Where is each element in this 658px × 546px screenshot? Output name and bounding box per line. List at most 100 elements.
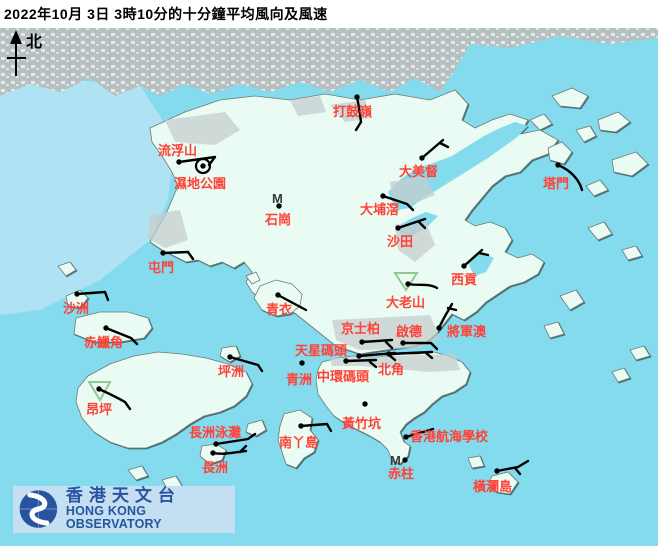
station-chek-lap-kok: 赤鱲角	[84, 325, 139, 350]
wind-barb	[381, 194, 415, 212]
station-dot	[402, 457, 408, 463]
station-dot	[555, 162, 561, 168]
island-tsing-yi	[253, 279, 303, 317]
wind-barb	[97, 387, 132, 411]
island-kat-o	[597, 111, 631, 133]
station-tuen-mun: 屯門	[148, 250, 195, 275]
station-dot	[494, 468, 500, 474]
island-beaufort	[467, 455, 485, 469]
station-dot	[276, 203, 282, 209]
station-label: 京士柏	[341, 321, 380, 336]
station-sai-kung: 西貢	[451, 248, 490, 287]
station-tates-cairn: 大老山	[386, 272, 439, 310]
wind-barb	[387, 350, 434, 360]
variable-wind-triangle	[393, 272, 419, 292]
wind-barb	[404, 427, 435, 439]
station-label: 大美督	[399, 164, 438, 179]
island-crooked	[551, 87, 589, 109]
station-label: 濕地公園	[174, 176, 226, 191]
station-cheung-chau-beach: 長洲泳灘	[189, 425, 257, 447]
island-ninepin-s	[611, 367, 631, 383]
calm-wind-circle	[194, 157, 212, 175]
station-label: 石崗	[264, 212, 291, 227]
station-label: 昂坪	[86, 402, 112, 417]
station-label: 橫瀾島	[473, 479, 512, 494]
island-shelter	[587, 221, 613, 241]
station-label: 大老山	[386, 295, 425, 310]
map-title: 2022年10月 3日 3時10分的十分鐘平均風向及風速	[4, 6, 328, 22]
station-label: 打鼓嶺	[333, 104, 372, 119]
island-tap-mun	[547, 141, 573, 165]
station-cheung-chau: 長洲	[202, 444, 248, 475]
wind-barb	[104, 326, 139, 346]
hko-name-english: HONG KONG OBSERVATORY	[65, 504, 162, 532]
station-lamma-island: 南丫島	[279, 422, 333, 450]
island-jin	[559, 289, 585, 311]
hko-logo-icon	[19, 490, 58, 528]
station-label: 青洲	[286, 372, 312, 387]
station-dot	[227, 354, 233, 360]
deep-bay-water	[0, 75, 175, 315]
station-label: 香港航海學校	[409, 429, 489, 444]
station-label: 南丫島	[279, 435, 318, 450]
station-label: 青衣	[266, 302, 292, 317]
station-ta-kwu-ling: 打鼓嶺	[333, 94, 372, 132]
station-dot	[74, 291, 80, 297]
island-shek-kwu-chau	[127, 465, 149, 481]
station-tai-po-kau: 大埔滘	[360, 193, 415, 217]
island-ninepin-n	[629, 345, 651, 361]
station-label: 將軍澳	[447, 324, 487, 339]
island-bluff	[543, 321, 565, 339]
station-dot	[103, 325, 109, 331]
wind-barb	[495, 459, 530, 476]
station-label: 黃竹坑	[341, 416, 381, 431]
station-label: 流浮山	[158, 143, 197, 158]
station-dot	[419, 155, 425, 161]
station-sha-chau: 沙洲	[63, 290, 110, 316]
wind-barb	[299, 422, 333, 433]
wind-barb	[401, 341, 439, 351]
hko-logo-banner: 香港天文台 HONG KONG OBSERVATORY	[13, 486, 235, 533]
station-green-island: 青洲	[286, 360, 312, 387]
wind-barb	[75, 290, 110, 302]
island-north-tolo	[529, 113, 553, 131]
station-north-point: 北角	[378, 350, 434, 377]
station-label: 大埔滘	[360, 202, 399, 217]
station-wong-chuk-hang: 黃竹坑	[341, 401, 381, 431]
station-dot	[160, 250, 166, 256]
station-shek-kong: M 石崗	[264, 191, 291, 227]
station-label: 沙田	[387, 234, 413, 249]
station-tsing-yi: 青衣	[266, 292, 308, 317]
station-label: 屯門	[148, 260, 174, 275]
hko-name-chinese: 香港天文台	[65, 486, 181, 506]
wind-barb	[360, 338, 394, 350]
title-bar: 2022年10月 3日 3時10分的十分鐘平均風向及風速	[0, 0, 658, 28]
station-dot	[403, 434, 409, 440]
island-grass	[575, 125, 597, 143]
station-dot	[210, 450, 216, 456]
wind-barb	[228, 355, 264, 373]
station-waglan-island: 橫瀾島	[473, 459, 530, 494]
wind-barb	[344, 358, 378, 369]
island-ping-chau	[611, 151, 649, 177]
station-label: 長洲泳灘	[189, 425, 241, 440]
station-label: 沙洲	[63, 301, 89, 316]
station-sha-tin: 沙田	[387, 217, 427, 249]
station-wetland-park: 濕地公園	[174, 157, 226, 191]
station-dot	[400, 340, 406, 346]
station-label: 北角	[378, 362, 404, 377]
station-dot	[359, 339, 365, 345]
station-tai-mei-tuk: 大美督	[399, 138, 450, 179]
station-dot	[200, 163, 206, 169]
island-basalt	[621, 245, 643, 261]
station-label: 赤柱	[388, 466, 414, 481]
wind-barb	[462, 248, 490, 268]
station-label: 啟德	[396, 324, 422, 339]
station-tap-mun: 塔門	[543, 162, 584, 192]
wind-barb	[211, 444, 248, 455]
station-central-pier: 中環碼頭	[317, 358, 378, 384]
island-ma-wan	[245, 271, 261, 285]
